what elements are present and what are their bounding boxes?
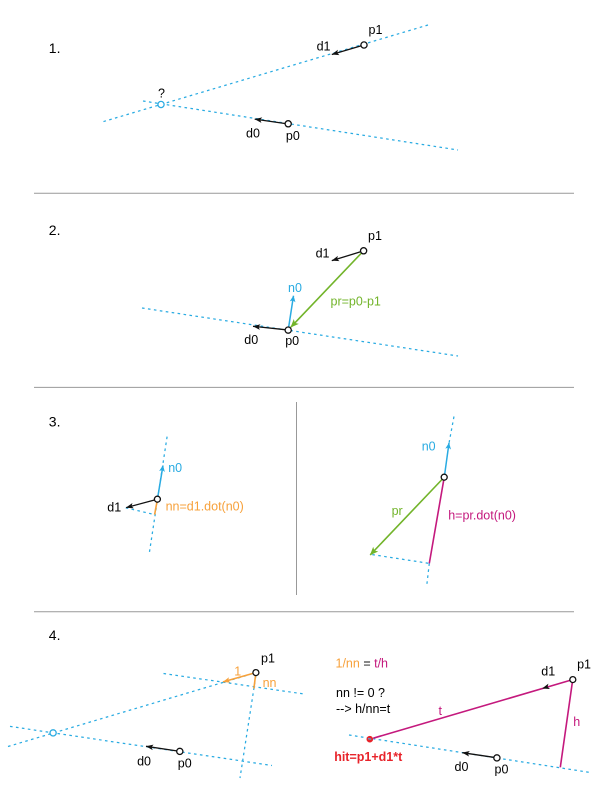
svg-text:p0: p0	[286, 129, 300, 143]
svg-text:4.: 4.	[49, 627, 61, 643]
svg-text:1: 1	[234, 665, 241, 679]
svg-text:pr=p0-p1: pr=p0-p1	[331, 295, 381, 309]
svg-text:p0: p0	[285, 334, 299, 348]
svg-text:p1: p1	[369, 23, 383, 37]
svg-text:d0: d0	[246, 127, 260, 141]
svg-text:d0: d0	[244, 333, 258, 347]
svg-text:pr: pr	[392, 504, 403, 518]
svg-text:n0: n0	[168, 461, 182, 475]
svg-text:1/nn = t/h: 1/nn = t/h	[336, 657, 389, 671]
svg-text:p0: p0	[495, 762, 509, 776]
svg-text:3.: 3.	[49, 414, 61, 430]
svg-text:--> h/nn=t: --> h/nn=t	[336, 702, 391, 716]
svg-text:n0: n0	[288, 281, 302, 295]
svg-text:d1: d1	[541, 665, 555, 679]
svg-text:p1: p1	[577, 658, 591, 672]
svg-text:p1: p1	[368, 229, 382, 243]
svg-text:2.: 2.	[49, 222, 61, 238]
svg-text:1.: 1.	[49, 40, 61, 56]
svg-text:d1: d1	[316, 247, 330, 261]
svg-text:d0: d0	[455, 760, 469, 774]
svg-text:d0: d0	[137, 755, 151, 769]
svg-text:nn=d1.dot(n0): nn=d1.dot(n0)	[166, 499, 244, 513]
svg-text:nn != 0 ?: nn != 0 ?	[336, 686, 385, 700]
svg-text:p1: p1	[261, 652, 275, 666]
svg-text:d1: d1	[107, 501, 121, 515]
svg-text:p0: p0	[178, 757, 192, 771]
svg-text:hit=p1+d1*t: hit=p1+d1*t	[334, 750, 403, 764]
svg-text:?: ?	[158, 87, 165, 101]
svg-text:d1: d1	[317, 40, 331, 54]
svg-text:nn: nn	[263, 676, 277, 690]
svg-text:h: h	[573, 715, 580, 729]
svg-text:t: t	[439, 704, 443, 718]
svg-text:h=pr.dot(n0): h=pr.dot(n0)	[448, 508, 516, 522]
svg-text:n0: n0	[422, 440, 436, 454]
